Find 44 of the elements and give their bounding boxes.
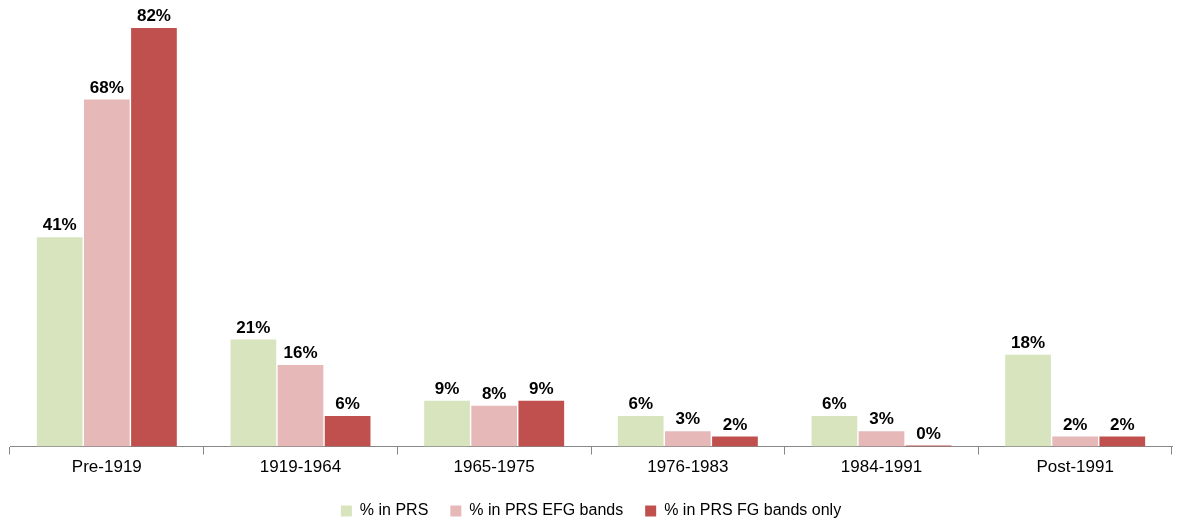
data-label: 41%: [42, 215, 77, 235]
bar: [617, 415, 664, 447]
x-tick-label: 1984-1991: [840, 457, 923, 477]
data-label: 21%: [236, 317, 271, 337]
bar: [712, 436, 758, 447]
data-label: 6%: [822, 394, 847, 414]
data-label: 18%: [1011, 332, 1046, 352]
data-label: 6%: [628, 394, 653, 414]
bar: [36, 237, 83, 447]
bar: [131, 28, 177, 447]
bar: [664, 431, 711, 447]
legend-label: % in PRS FG bands only: [664, 501, 842, 519]
data-label: 82%: [136, 6, 171, 26]
bar: [1099, 436, 1146, 447]
bar: [83, 99, 130, 447]
bar: [471, 405, 518, 447]
data-label: 16%: [283, 343, 318, 363]
data-label: 3%: [675, 409, 701, 429]
x-tick-label: 1919-1964: [259, 457, 342, 477]
bar: [424, 400, 470, 447]
data-label: 9%: [434, 378, 460, 398]
legend-label: % in PRS: [359, 501, 429, 519]
data-label: 3%: [869, 409, 894, 429]
bar: [1005, 354, 1051, 447]
x-tick-label: 1965-1975: [453, 457, 535, 477]
bar: [811, 415, 858, 447]
bar: [858, 431, 905, 447]
bar: [277, 364, 324, 447]
x-tick-label: Pre-1919: [71, 457, 142, 477]
legend-label: % in PRS EFG bands: [469, 501, 624, 519]
x-tick-label: 1976-1983: [647, 457, 729, 477]
x-tick-label: Post-1991: [1036, 457, 1114, 477]
data-label: 9%: [529, 378, 554, 398]
data-label: 68%: [89, 77, 124, 97]
data-label: 0%: [916, 423, 941, 443]
bar: [518, 400, 565, 447]
data-label: 2%: [1062, 414, 1088, 434]
data-label: 2%: [722, 414, 748, 434]
bar: [230, 339, 277, 447]
bar: [324, 415, 371, 447]
data-label: 2%: [1110, 414, 1135, 434]
data-label: 6%: [335, 394, 360, 414]
data-label: 8%: [481, 383, 507, 403]
bar: [1052, 436, 1099, 447]
